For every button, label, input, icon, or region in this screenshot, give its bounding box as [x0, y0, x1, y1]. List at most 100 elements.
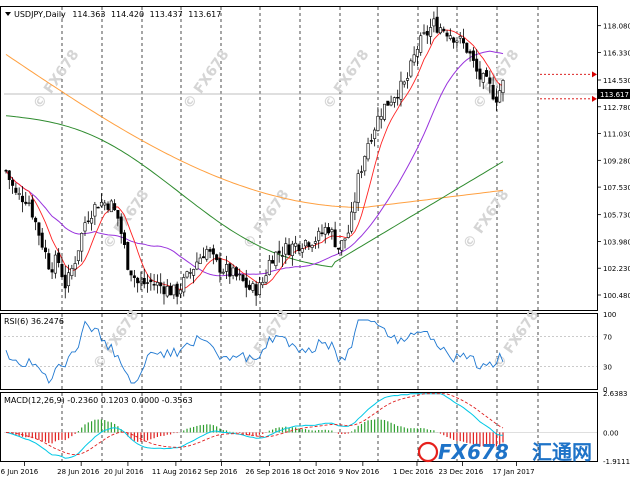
candle-body [122, 232, 126, 245]
candle-body [478, 68, 482, 80]
candle-body [208, 249, 212, 252]
rsi-tick-label: 100 [603, 311, 616, 319]
candle-body [192, 269, 196, 276]
ma-line-purple [5, 50, 504, 277]
y-tick-label: 105.730 [603, 212, 630, 220]
y-tick-label: 107.530 [603, 184, 630, 192]
candle-body [50, 269, 54, 273]
candle-body [313, 241, 317, 244]
candle-body [175, 283, 179, 297]
candle-body [248, 284, 252, 290]
candle-body [294, 242, 298, 247]
candle-body [40, 232, 44, 248]
candle-body [225, 264, 229, 272]
macd-series [5, 393, 504, 459]
candle-body [280, 255, 284, 257]
candle-body [169, 285, 173, 296]
candle-body [271, 260, 275, 264]
candle-body [73, 263, 77, 270]
candle-body [425, 31, 429, 36]
y-tick-label: 102.230 [603, 265, 630, 273]
candle-body [330, 229, 334, 233]
candle-body [218, 258, 222, 273]
y-tick-label: 116.330 [603, 49, 630, 57]
candle-body [211, 248, 215, 255]
candle-body [392, 97, 396, 103]
brand-logo: FX678 汇通网 [417, 440, 592, 464]
candle-body [419, 35, 423, 53]
candle-body [277, 250, 281, 254]
rsi-tick-label: 0 [603, 386, 607, 394]
candle-body [452, 37, 456, 43]
x-tick-label: 26 Sep 2016 [245, 468, 290, 476]
rsi-panel-frame [0, 313, 598, 390]
ma-line-red [5, 29, 504, 290]
watermark-text: © FX678 [30, 47, 82, 112]
macd-tick-label: 0.00 [603, 429, 619, 437]
candle-body [195, 261, 199, 270]
y-tick-label: 112.780 [603, 104, 630, 112]
candle-body [333, 229, 337, 248]
rsi-tick-label: 70 [603, 334, 612, 342]
candle-body [475, 58, 479, 72]
candle-body [96, 206, 100, 209]
watermark-text: © FX678 [240, 187, 292, 252]
candle-body [379, 116, 383, 120]
candle-body [139, 280, 143, 284]
candle-body [80, 233, 84, 252]
candle-body [86, 220, 90, 223]
candle-body [27, 202, 31, 204]
candle-body [422, 32, 426, 34]
watermark-text: © FX678 [460, 187, 512, 252]
ma-line-orange [5, 53, 504, 209]
candle-body [406, 78, 410, 81]
candle-body [491, 84, 495, 100]
candle-body [93, 204, 97, 217]
candle-body [146, 282, 150, 284]
svg-text:FX678: FX678 [438, 440, 509, 464]
chart-menu-arrow-icon[interactable] [5, 12, 11, 16]
candle-body [142, 277, 146, 285]
watermark-text: © FX678 [90, 307, 142, 372]
candle-body [257, 282, 261, 296]
candle-body [343, 238, 347, 241]
y-tick-label: 100.480 [603, 292, 630, 300]
candle-body [462, 38, 466, 44]
candle-body [284, 243, 288, 255]
candle-body [201, 256, 205, 259]
candle-body [70, 268, 74, 276]
candle-body [274, 251, 278, 267]
candle-body [468, 51, 472, 54]
candle-body [149, 279, 153, 283]
candle-body [76, 250, 80, 262]
candle-body [396, 96, 400, 99]
candle-body [383, 103, 387, 120]
candle-body [83, 222, 87, 232]
candle-body [300, 248, 304, 253]
candle-body [7, 170, 11, 180]
candle-body [455, 40, 459, 43]
watermark-text: © FX678 [180, 47, 232, 112]
macd-panel-frame [0, 392, 598, 462]
candle-body [34, 217, 38, 223]
candle-body [90, 218, 94, 224]
candle-body [327, 227, 331, 234]
x-tick-label: 18 Oct 2016 [292, 468, 336, 476]
candle-body [412, 54, 416, 63]
svg-text:汇通网: 汇通网 [532, 440, 592, 464]
candle-body [43, 247, 47, 253]
candle-body [307, 242, 311, 247]
candle-body [340, 240, 344, 251]
macd-tick-label: 2.6383 [603, 390, 628, 398]
candle-body [261, 282, 265, 286]
current-price-box [598, 88, 630, 99]
candle-body [373, 129, 377, 139]
candle-body [304, 240, 308, 247]
candle-body [435, 16, 439, 33]
candle-body [106, 203, 110, 210]
candle-body [155, 282, 159, 286]
candle-body [376, 115, 380, 131]
candle-body [152, 284, 156, 286]
candle-body [448, 35, 452, 39]
candle-body [37, 222, 41, 236]
